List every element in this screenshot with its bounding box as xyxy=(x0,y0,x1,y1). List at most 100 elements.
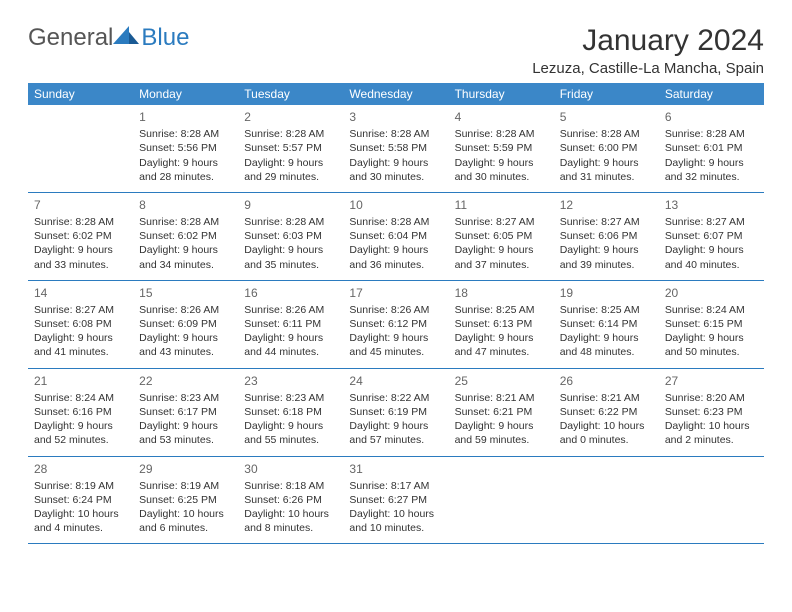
day-daylight2: and 4 minutes. xyxy=(34,521,127,535)
day-sunset: Sunset: 6:18 PM xyxy=(244,405,337,419)
day-daylight2: and 30 minutes. xyxy=(455,170,548,184)
day-daylight2: and 30 minutes. xyxy=(349,170,442,184)
day-sunset: Sunset: 6:15 PM xyxy=(665,317,758,331)
day-number: 24 xyxy=(349,373,442,389)
day-cell: 1Sunrise: 8:28 AMSunset: 5:56 PMDaylight… xyxy=(133,105,238,192)
day-cell: 12 Sunrise: 8:27 AMSunset: 6:06 PMDayligh… xyxy=(554,193,659,280)
day-number: 20 xyxy=(665,285,758,301)
day-daylight1: Daylight: 10 hours xyxy=(244,507,337,521)
day-daylight1: Daylight: 9 hours xyxy=(560,156,653,170)
day-number: 21 xyxy=(34,373,127,389)
day-sunset: Sunset: 6:24 PM xyxy=(34,493,127,507)
day-sunrise: Sunrise: 8:20 AM xyxy=(665,391,758,405)
day-sunrise: Sunrise: 8:28 AM xyxy=(560,127,653,141)
day-cell: 27Sunrise: 8:20 AMSunset: 6:23 PMDayligh… xyxy=(659,369,764,456)
day-daylight2: and 8 minutes. xyxy=(244,521,337,535)
day-cell xyxy=(449,457,554,544)
day-sunrise: Sunrise: 8:27 AM xyxy=(560,215,653,229)
day-cell: 28Sunrise: 8:19 AMSunset: 6:24 PMDayligh… xyxy=(28,457,133,544)
weeks-container: 1 Sunrise: 8:28 AM Sunset: 5:56 PM Daylight… xyxy=(28,105,764,544)
day-sunset: Sunset: 6:05 PM xyxy=(455,229,548,243)
day-daylight2: and 35 minutes. xyxy=(244,258,337,272)
day-number: 13 xyxy=(665,197,758,213)
day-number: 12 xyxy=(560,197,653,213)
day-sunrise: Sunrise: 8:28 AM xyxy=(139,215,232,229)
day-sunrise: Sunrise: 8:26 AM xyxy=(139,303,232,317)
day-number: 29 xyxy=(139,461,232,477)
day-daylight2: and 6 minutes. xyxy=(139,521,232,535)
day-daylight1: Daylight: 10 hours xyxy=(34,507,127,521)
day-cell: 11Sunrise: 8:27 AMSunset: 6:05 PMDayligh… xyxy=(449,193,554,280)
day-cell xyxy=(554,457,659,544)
day-cell: 13Sunrise: 8:27 AMSunset: 6:07 PMDayligh… xyxy=(659,193,764,280)
day-daylight1: Daylight: 9 hours xyxy=(34,243,127,257)
day-sunrise: Sunrise: 8:19 AM xyxy=(34,479,127,493)
day-daylight1: Daylight: 10 hours xyxy=(665,419,758,433)
day-sunrise: Sunrise: 8:28 AM xyxy=(244,127,337,141)
week-row: 21Sunrise: 8:24 AMSunset: 6:16 PMDayligh… xyxy=(28,369,764,457)
logo-text-blue: Blue xyxy=(141,24,189,52)
day-cell: 4Sunrise: 8:28 AMSunset: 5:59 PMDaylight… xyxy=(449,105,554,192)
day-sunrise: Sunrise: 8:21 AM xyxy=(560,391,653,405)
day-cell: 23Sunrise: 8:23 AMSunset: 6:18 PMDayligh… xyxy=(238,369,343,456)
day-cell: 20Sunrise: 8:24 AMSunset: 6:15 PMDayligh… xyxy=(659,281,764,368)
day-sunset: Sunset: 6:12 PM xyxy=(349,317,442,331)
day-number: 2 xyxy=(244,109,337,125)
day-sunrise: Sunrise: 8:26 AM xyxy=(349,303,442,317)
header: General Blue January 2024 Lezuza, Castil… xyxy=(28,24,764,77)
day-daylight1: Daylight: 9 hours xyxy=(34,419,127,433)
dow-tuesday: Tuesday xyxy=(238,83,343,105)
day-cell: 19Sunrise: 8:25 AMSunset: 6:14 PMDayligh… xyxy=(554,281,659,368)
day-sunrise: Sunrise: 8:25 AM xyxy=(560,303,653,317)
day-daylight1: Daylight: 9 hours xyxy=(455,156,548,170)
day-number: 30 xyxy=(244,461,337,477)
day-daylight2: and 37 minutes. xyxy=(455,258,548,272)
day-daylight1: Daylight: 9 hours xyxy=(455,419,548,433)
day-cell: 26Sunrise: 8:21 AMSunset: 6:22 PMDayligh… xyxy=(554,369,659,456)
day-number: 1 xyxy=(139,109,232,125)
day-number: 27 xyxy=(665,373,758,389)
location-label: Lezuza, Castille-La Mancha, Spain xyxy=(532,60,764,77)
day-cell: 16Sunrise: 8:26 AMSunset: 6:11 PMDayligh… xyxy=(238,281,343,368)
dow-friday: Friday xyxy=(554,83,659,105)
day-number: 22 xyxy=(139,373,232,389)
day-cell: 18Sunrise: 8:25 AMSunset: 6:13 PMDayligh… xyxy=(449,281,554,368)
day-daylight2: and 47 minutes. xyxy=(455,345,548,359)
day-sunset: Sunset: 6:07 PM xyxy=(665,229,758,243)
day-sunset: Sunset: 6:16 PM xyxy=(34,405,127,419)
day-sunrise: Sunrise: 8:23 AM xyxy=(139,391,232,405)
day-daylight1: Daylight: 10 hours xyxy=(139,507,232,521)
day-cell: 30Sunrise: 8:18 AMSunset: 6:26 PMDayligh… xyxy=(238,457,343,544)
day-cell: 24Sunrise: 8:22 AMSunset: 6:19 PMDayligh… xyxy=(343,369,448,456)
day-sunset: Sunset: 6:00 PM xyxy=(560,141,653,155)
day-cell: 17Sunrise: 8:26 AMSunset: 6:12 PMDayligh… xyxy=(343,281,448,368)
day-daylight1: Daylight: 9 hours xyxy=(560,243,653,257)
day-cell: 29Sunrise: 8:19 AMSunset: 6:25 PMDayligh… xyxy=(133,457,238,544)
day-daylight2: and 44 minutes. xyxy=(244,345,337,359)
day-daylight1: Daylight: 9 hours xyxy=(349,331,442,345)
day-sunset: Sunset: 6:11 PM xyxy=(244,317,337,331)
day-sunset: Sunset: 6:26 PM xyxy=(244,493,337,507)
day-sunrise: Sunrise: 8:22 AM xyxy=(349,391,442,405)
day-daylight2: and 41 minutes. xyxy=(34,345,127,359)
day-cell: 22Sunrise: 8:23 AMSunset: 6:17 PMDayligh… xyxy=(133,369,238,456)
day-sunset: Sunset: 6:17 PM xyxy=(139,405,232,419)
day-daylight1: Daylight: 10 hours xyxy=(560,419,653,433)
day-sunset: Sunset: 5:56 PM xyxy=(139,141,232,155)
day-sunset: Sunset: 5:57 PM xyxy=(244,141,337,155)
day-cell xyxy=(659,457,764,544)
day-daylight2: and 33 minutes. xyxy=(34,258,127,272)
day-sunset: Sunset: 6:06 PM xyxy=(560,229,653,243)
day-daylight2: and 32 minutes. xyxy=(665,170,758,184)
day-sunrise: Sunrise: 8:28 AM xyxy=(455,127,548,141)
dow-monday: Monday xyxy=(133,83,238,105)
day-sunrise: Sunrise: 8:21 AM xyxy=(455,391,548,405)
day-daylight1: Daylight: 9 hours xyxy=(349,243,442,257)
day-number: 9 xyxy=(244,197,337,213)
day-sunset: Sunset: 6:13 PM xyxy=(455,317,548,331)
day-number: 6 xyxy=(665,109,758,125)
day-daylight1: Daylight: 9 hours xyxy=(244,243,337,257)
day-daylight2: and 57 minutes. xyxy=(349,433,442,447)
day-cell: 14Sunrise: 8:27 AMSunset: 6:08 PMDayligh… xyxy=(28,281,133,368)
day-sunrise: Sunrise: 8:24 AM xyxy=(34,391,127,405)
